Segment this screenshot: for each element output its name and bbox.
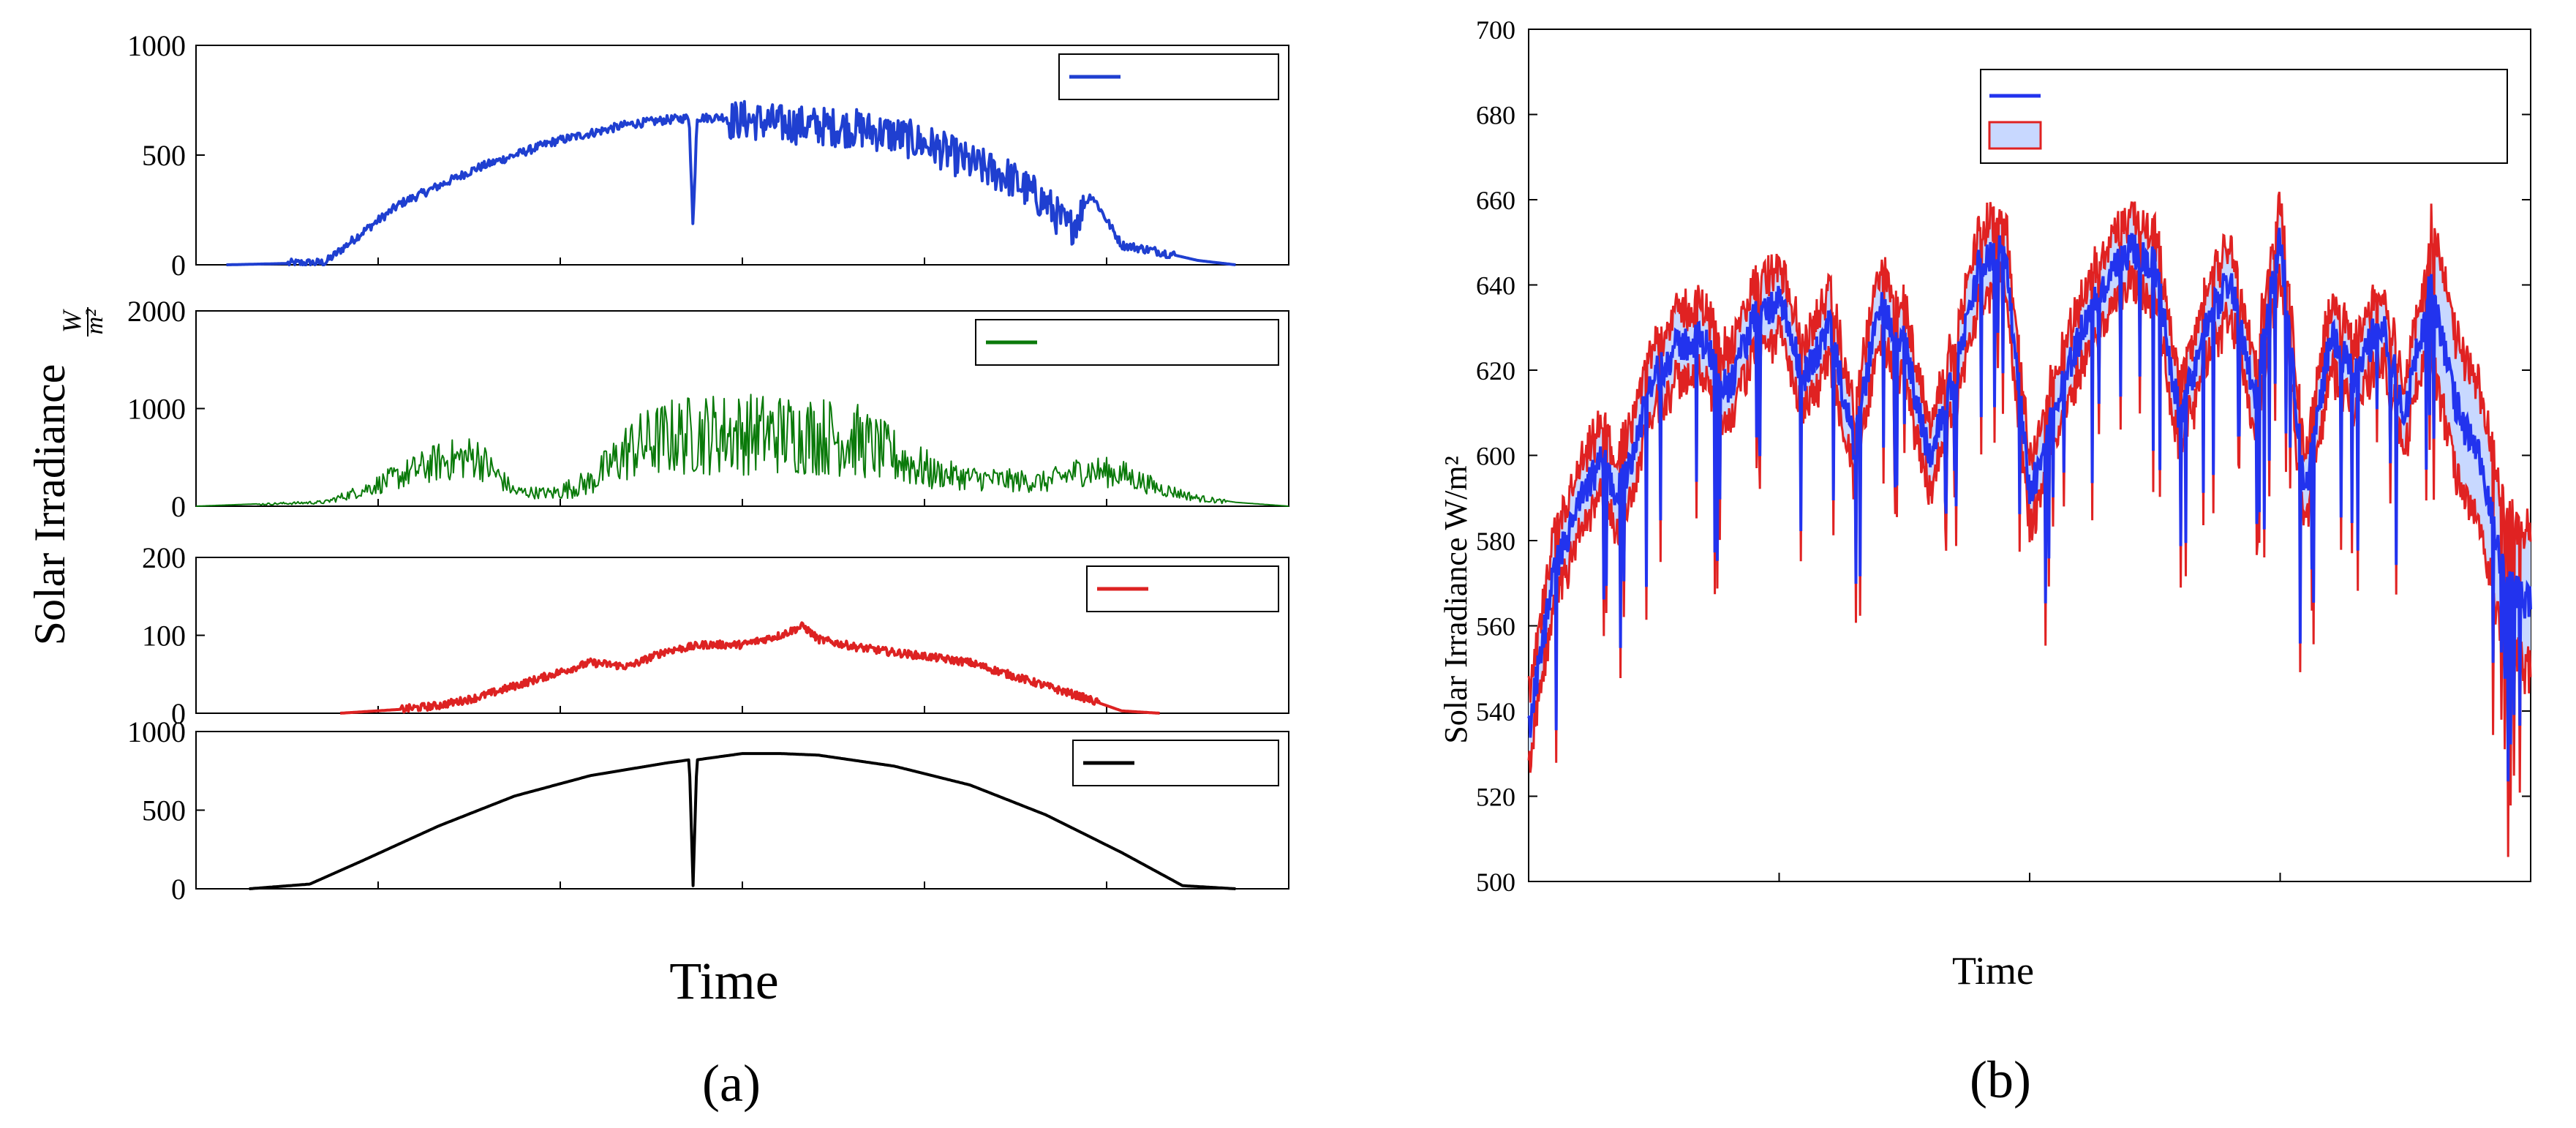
panel-a-caption: (a) xyxy=(702,1054,761,1113)
band-upper-line xyxy=(1527,191,2532,707)
legend-swatch-band xyxy=(1988,121,2042,150)
y-tick-label: 640 xyxy=(1476,271,1515,301)
series-line-clear xyxy=(249,752,1236,890)
series-line-overcast xyxy=(339,621,1161,715)
subplot-clear: 0 500 1000 xyxy=(127,715,1289,906)
y-tick-label: 500 xyxy=(142,139,186,172)
y-tick-label: 0 xyxy=(171,873,186,906)
panel-b: 500 520 540 560 580 600 620 640 660 680 700 xyxy=(1476,15,2532,897)
panel-a-ylabel-unit-den: m² xyxy=(81,309,108,335)
y-tick-label: 600 xyxy=(1476,442,1515,471)
y-tick-label: 2000 xyxy=(127,295,186,328)
actual-data-line xyxy=(1527,228,2532,782)
panel-b-xlabel: Time xyxy=(1952,949,2034,993)
y-tick-label: 500 xyxy=(1476,868,1515,897)
y-tick-label: 0 xyxy=(171,490,186,523)
y-tick-label: 520 xyxy=(1476,783,1515,812)
y-tick-label: 680 xyxy=(1476,101,1515,130)
y-tick-label: 1000 xyxy=(127,715,186,748)
y-tick-label: 200 xyxy=(142,541,186,574)
subplot-few: 0 500 1000 xyxy=(127,29,1289,282)
panel-a-ylabel: Solar Irradiance xyxy=(26,364,74,646)
y-tick-label: 1000 xyxy=(127,29,186,62)
y-tick-label: 660 xyxy=(1476,186,1515,215)
y-tick-label: 540 xyxy=(1476,697,1515,726)
subplot-overcast: 0 100 200 xyxy=(142,541,1289,730)
panel-a-xlabel: Time xyxy=(669,952,778,1010)
series-line-scattered xyxy=(195,394,1289,507)
panel-a-ylabel-unit-num: W xyxy=(57,309,86,333)
y-tick-label: 100 xyxy=(142,620,186,653)
y-tick-label: 1000 xyxy=(127,393,186,426)
y-tick-label: 580 xyxy=(1476,527,1515,556)
y-tick-label: 620 xyxy=(1476,356,1515,386)
panel-b-caption: (b) xyxy=(1970,1050,2031,1109)
y-tick-label: 0 xyxy=(171,697,186,730)
series-line-few xyxy=(226,99,1236,266)
y-tick-label: 700 xyxy=(1476,15,1515,45)
y-tick-label: 500 xyxy=(142,794,186,827)
y-tick-label: 0 xyxy=(171,249,186,282)
y-tick-label: 560 xyxy=(1476,612,1515,642)
legend-box xyxy=(1980,69,2508,164)
subplot-scattered: 0 1000 2000 xyxy=(127,295,1289,523)
panel-b-ylabel: Solar Irradiance W/m² xyxy=(1438,456,1474,744)
